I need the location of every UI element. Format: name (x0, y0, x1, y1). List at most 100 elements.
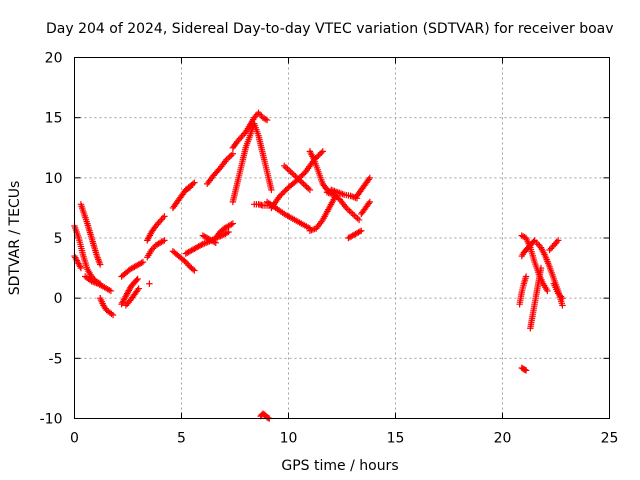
data-point (156, 217, 164, 225)
series-arc-41 (546, 237, 562, 254)
data-point (554, 237, 562, 244)
data-point (552, 240, 559, 247)
data-point (161, 213, 168, 220)
data-point (349, 210, 356, 218)
data-point (228, 152, 235, 159)
data-point (239, 132, 247, 139)
x-axis-label: GPS time / hours (281, 458, 398, 474)
series-arc-22 (251, 120, 275, 194)
x-tick-label: 20 (494, 431, 512, 447)
data-point (158, 216, 165, 223)
data-point (356, 228, 364, 235)
data-point (521, 366, 529, 373)
data-point (198, 241, 205, 249)
data-point (366, 198, 374, 206)
y-tick-label: -10 (40, 412, 63, 428)
data-point (559, 302, 566, 309)
series-arc-2 (71, 252, 85, 272)
data-point (530, 238, 537, 245)
data-point (549, 243, 556, 251)
data-point (159, 214, 167, 222)
data-point (281, 188, 288, 195)
data-point (300, 180, 307, 188)
data-point (301, 182, 309, 189)
data-point (282, 164, 290, 171)
data-point (305, 185, 312, 192)
data-point (135, 285, 142, 292)
data-point (138, 259, 145, 267)
series-arc-32 (345, 227, 365, 242)
series-arc-9 (146, 280, 153, 287)
plot-frame (74, 57, 610, 419)
data-point (522, 367, 530, 374)
data-point (96, 261, 104, 268)
data-point (229, 220, 237, 227)
data-point (133, 276, 140, 284)
data-point (365, 200, 372, 207)
data-point (366, 174, 374, 182)
data-point (347, 209, 355, 216)
data-point (268, 186, 275, 194)
data-point (225, 228, 232, 236)
data-point (559, 294, 566, 302)
series-arc-17 (199, 232, 219, 247)
y-tick-label: 0 (54, 291, 63, 307)
data-point (281, 162, 288, 169)
grid (74, 57, 610, 419)
series-arc-39 (527, 264, 545, 332)
data-point (550, 242, 558, 249)
chart-title: Day 204 of 2024, Sidereal Day-to-day VTE… (46, 21, 614, 37)
series-arc-36 (518, 364, 530, 374)
data-point (256, 111, 264, 118)
data-point (355, 216, 363, 224)
series-arc-33 (353, 174, 374, 200)
data-point (255, 109, 262, 117)
data-point (365, 176, 372, 183)
data-point (134, 275, 141, 283)
data-point (191, 179, 198, 186)
data-point (546, 246, 553, 254)
series-arc-7 (118, 275, 141, 308)
data-point (279, 189, 286, 197)
data-point (262, 116, 269, 123)
tick-labels: 0 5 10 15 20 25 -10 -5 0 5 10 15 20 (40, 51, 619, 447)
series-arc-20 (229, 109, 271, 151)
data-point (519, 233, 527, 240)
data-point (306, 186, 314, 194)
data-point (189, 180, 197, 188)
series-arc-4 (82, 273, 115, 295)
data-points (71, 109, 566, 422)
data-point (315, 152, 322, 159)
data-point (290, 171, 298, 179)
data-point (155, 219, 162, 226)
data-point (537, 264, 545, 272)
series-arc-27 (281, 162, 314, 194)
data-point (236, 135, 244, 142)
data-point (553, 238, 560, 246)
data-point (276, 192, 284, 200)
data-point (285, 167, 293, 174)
series-arc-8 (122, 285, 142, 309)
data-point (159, 238, 167, 245)
x-tick-label: 25 (601, 431, 619, 447)
data-point (344, 206, 352, 213)
data-point (264, 414, 272, 422)
data-point (238, 133, 245, 141)
series-arc-21 (229, 120, 258, 206)
data-point (76, 263, 84, 270)
y-tick-label: 10 (45, 171, 63, 187)
data-point (189, 266, 197, 273)
series-arc-15 (182, 179, 198, 194)
x-tick-label: 15 (387, 431, 405, 447)
series-arc-6 (118, 258, 147, 280)
data-point (303, 183, 310, 191)
data-point (352, 213, 360, 221)
data-point (318, 149, 325, 156)
series-arc-42 (550, 280, 566, 302)
data-point (289, 170, 296, 177)
data-point (299, 171, 306, 178)
data-point (191, 267, 198, 274)
series-arc-10 (144, 237, 168, 261)
series-arc-34 (358, 198, 374, 218)
x-tick-label: 5 (177, 431, 186, 447)
